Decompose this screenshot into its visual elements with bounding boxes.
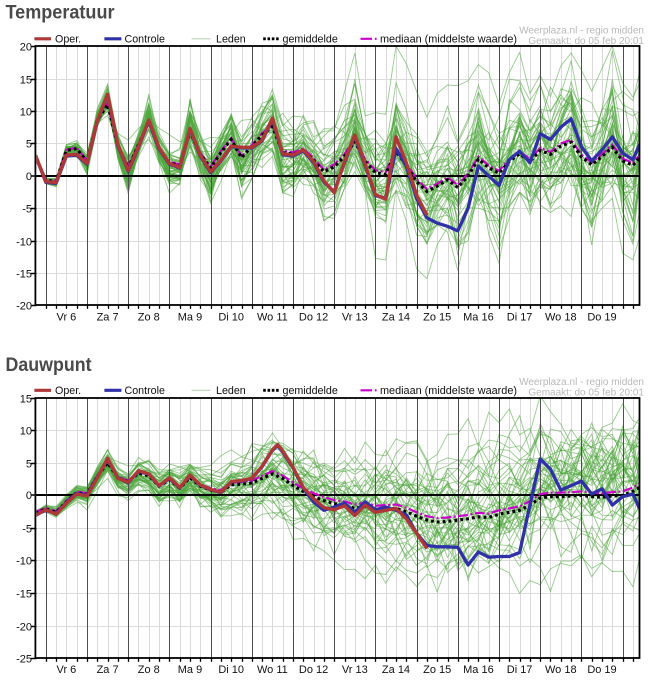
svg-text:-15: -15: [16, 269, 32, 281]
svg-text:15: 15: [20, 75, 32, 87]
svg-text:Zo 8: Zo 8: [138, 664, 160, 676]
svg-text:Za 14: Za 14: [382, 664, 410, 676]
svg-text:Wo 11: Wo 11: [257, 664, 288, 676]
svg-text:20: 20: [20, 42, 32, 54]
svg-text:-20: -20: [16, 301, 32, 313]
svg-text:Vr 6: Vr 6: [57, 311, 77, 323]
svg-text:Di 10: Di 10: [218, 311, 244, 323]
svg-text:Leden: Leden: [216, 385, 246, 397]
svg-text:Do 12: Do 12: [299, 664, 328, 676]
svg-text:Do 12: Do 12: [299, 311, 328, 323]
svg-text:Weerplaza.nl - regio midden: Weerplaza.nl - regio midden: [519, 26, 644, 37]
svg-text:-25: -25: [16, 654, 32, 666]
svg-text:Do 19: Do 19: [587, 664, 616, 676]
svg-text:Ma 16: Ma 16: [463, 311, 494, 323]
svg-text:5: 5: [26, 459, 32, 471]
svg-text:0: 0: [26, 490, 32, 502]
svg-text:Oper.: Oper.: [55, 385, 81, 397]
svg-text:-20: -20: [16, 622, 32, 634]
svg-text:Wo 18: Wo 18: [545, 311, 577, 323]
svg-text:Di 10: Di 10: [218, 664, 244, 676]
svg-text:Vr 13: Vr 13: [342, 664, 368, 676]
svg-text:-10: -10: [16, 237, 32, 249]
svg-text:Wo 18: Wo 18: [545, 664, 577, 676]
svg-text:Za 14: Za 14: [382, 311, 410, 323]
svg-text:5: 5: [26, 139, 32, 151]
svg-text:Weerplaza.nl - regio midden: Weerplaza.nl - regio midden: [519, 377, 644, 388]
svg-text:Zo 15: Zo 15: [423, 664, 451, 676]
svg-text:mediaan (middelste waarde): mediaan (middelste waarde): [380, 34, 517, 46]
svg-text:Za 7: Za 7: [97, 664, 119, 676]
svg-text:Oper.: Oper.: [55, 34, 81, 46]
svg-text:Wo 11: Wo 11: [257, 311, 288, 323]
svg-text:10: 10: [20, 426, 32, 438]
svg-text:Temperatuur: Temperatuur: [6, 3, 116, 24]
svg-text:-5: -5: [22, 204, 32, 216]
svg-text:0: 0: [26, 171, 32, 183]
svg-text:Zo 8: Zo 8: [138, 311, 160, 323]
svg-text:Controle: Controle: [125, 385, 165, 397]
svg-text:Gemaakt: do 05 feb 20:01: Gemaakt: do 05 feb 20:01: [528, 36, 644, 47]
svg-text:Za 7: Za 7: [97, 311, 119, 323]
svg-text:Ma 16: Ma 16: [463, 664, 494, 676]
svg-text:Do 19: Do 19: [587, 311, 616, 323]
svg-text:Leden: Leden: [216, 34, 246, 46]
svg-text:Ma 9: Ma 9: [178, 664, 202, 676]
svg-text:gemiddelde: gemiddelde: [283, 34, 338, 46]
svg-text:Di 17: Di 17: [507, 664, 533, 676]
svg-text:Vr 6: Vr 6: [57, 664, 77, 676]
svg-text:Vr 13: Vr 13: [342, 311, 368, 323]
svg-text:-15: -15: [16, 589, 32, 601]
svg-text:15: 15: [20, 394, 32, 406]
svg-text:Di 17: Di 17: [507, 311, 533, 323]
svg-text:10: 10: [20, 107, 32, 119]
svg-text:-10: -10: [16, 556, 32, 568]
svg-text:Zo 15: Zo 15: [423, 311, 451, 323]
svg-text:-5: -5: [22, 524, 32, 536]
svg-text:mediaan (middelste waarde): mediaan (middelste waarde): [380, 385, 517, 397]
svg-text:Gemaakt: do 05 feb 20:01: Gemaakt: do 05 feb 20:01: [528, 387, 644, 398]
svg-text:gemiddelde: gemiddelde: [283, 385, 338, 397]
svg-text:Controle: Controle: [125, 34, 165, 46]
svg-text:Ma 9: Ma 9: [178, 311, 202, 323]
svg-text:Dauwpunt: Dauwpunt: [6, 355, 93, 376]
